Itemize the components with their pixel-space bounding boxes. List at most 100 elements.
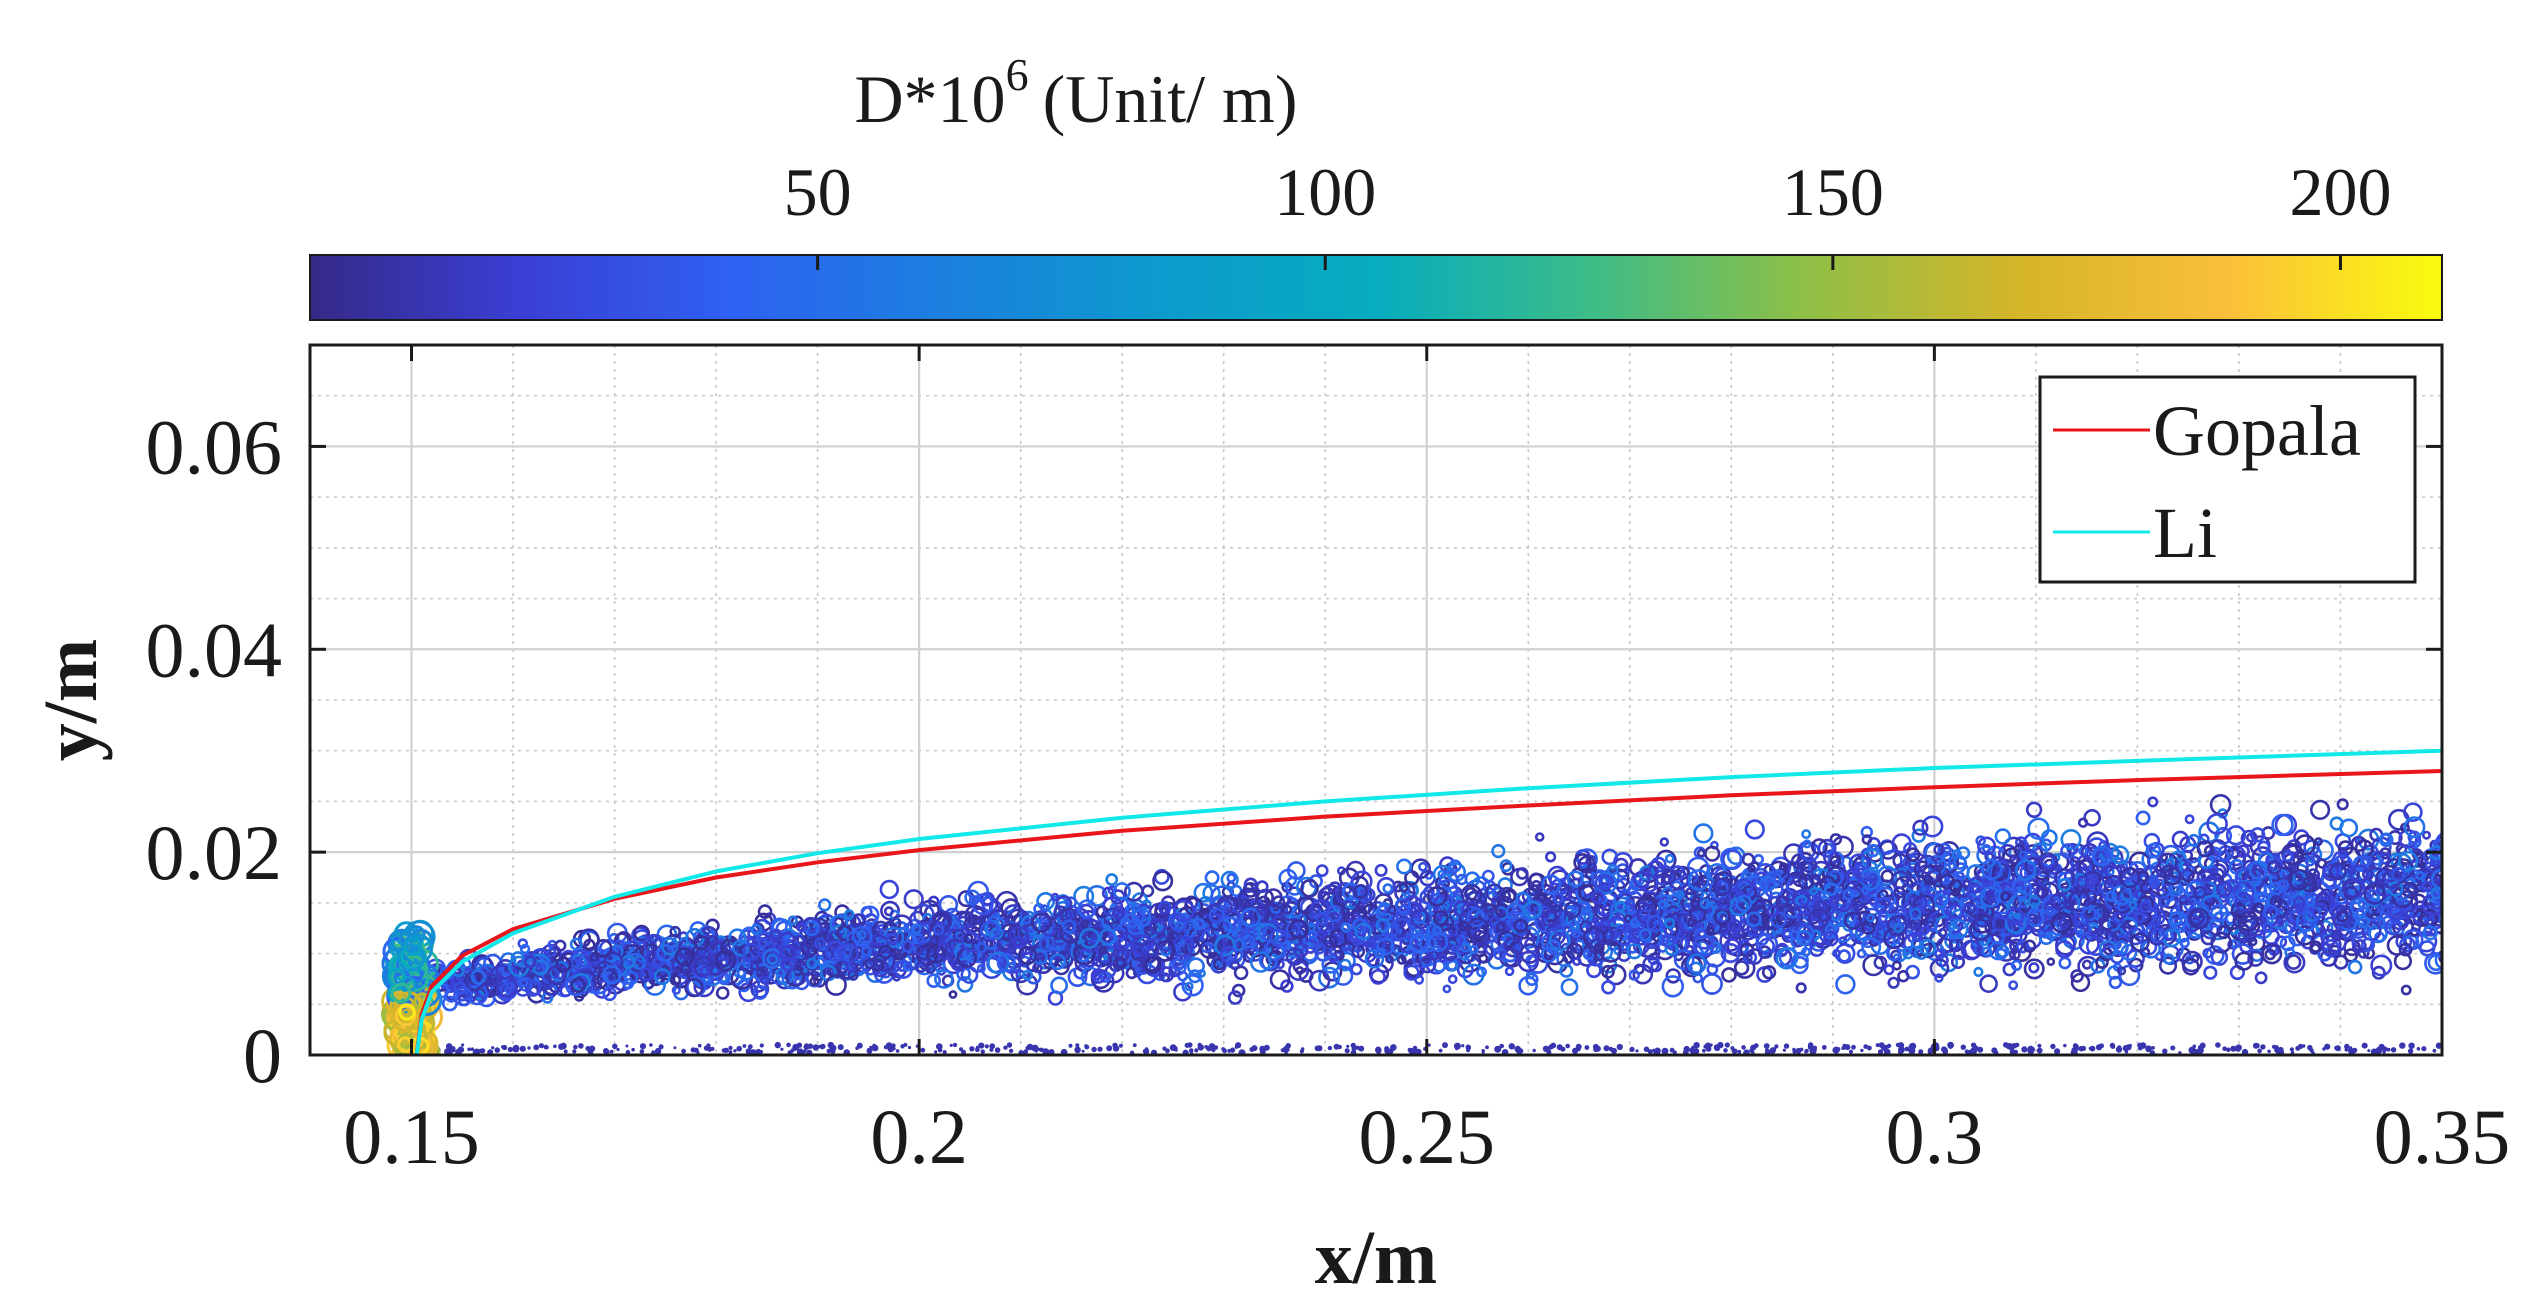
droplet-point: [859, 956, 874, 972]
droplet-point: [1144, 956, 1162, 974]
droplet-point: [602, 1048, 609, 1054]
droplet-point: [2120, 882, 2141, 904]
droplet-point: [883, 1045, 888, 1050]
droplet-point: [1727, 918, 1742, 934]
scatter-points: [381, 793, 2464, 1055]
droplet-point: [2441, 902, 2442, 909]
droplet-point: [2452, 1045, 2457, 1050]
droplet-point: [1661, 934, 1676, 949]
droplet-point: [1259, 1045, 1266, 1052]
droplet-point: [2098, 939, 2117, 959]
droplet-point: [1861, 848, 1883, 870]
droplet-point: [1950, 954, 1966, 970]
droplet-point: [1398, 904, 1411, 917]
droplet-point: [809, 976, 820, 987]
droplet-point: [2137, 895, 2154, 911]
droplet-point: [1238, 887, 1259, 908]
droplet-point: [1184, 981, 1194, 992]
droplet-point: [2105, 890, 2118, 902]
droplet-point: [1904, 1046, 1910, 1052]
droplet-point: [1280, 901, 1301, 922]
droplet-point: [1499, 1043, 1504, 1049]
droplet-point: [1973, 966, 1984, 978]
droplet-point: [2010, 959, 2023, 972]
droplet-point: [757, 937, 768, 948]
droplet-point: [757, 904, 773, 919]
droplet-point: [1582, 926, 1606, 949]
droplet-point: [453, 981, 467, 995]
droplet-point: [2014, 836, 2028, 849]
droplet-point: [1060, 1048, 1068, 1055]
droplet-point: [952, 1042, 958, 1048]
droplet-point: [2264, 948, 2276, 961]
droplet-point: [1596, 888, 1619, 912]
droplet-point: [2023, 958, 2045, 980]
droplet-point: [818, 898, 832, 912]
droplet-point: [2454, 862, 2464, 872]
droplet-point: [2315, 892, 2332, 909]
droplet-point: [1394, 897, 1412, 914]
droplet-point: [2273, 904, 2287, 919]
droplet-point: [523, 955, 537, 969]
droplet-point: [779, 944, 797, 963]
droplet-point: [1687, 918, 1696, 928]
droplet-point: [1181, 974, 1204, 997]
droplet-point: [976, 963, 986, 973]
droplet-point: [1460, 884, 1483, 906]
droplet-point: [1055, 920, 1071, 936]
droplet-point: [807, 1043, 814, 1049]
droplet-point: [1801, 829, 1812, 840]
droplet-point: [1316, 1045, 1323, 1052]
droplet-point: [1315, 864, 1329, 877]
droplet-point: [1893, 922, 1904, 934]
droplet-point: [1706, 911, 1718, 924]
droplet-point: [673, 1046, 677, 1050]
droplet-point: [1775, 944, 1789, 958]
droplet-point: [1017, 945, 1037, 965]
droplet-point: [2422, 830, 2432, 840]
droplet-point: [1878, 1042, 1885, 1048]
droplet-point: [2234, 892, 2254, 912]
droplet-point: [1447, 974, 1458, 985]
droplet-point: [2100, 864, 2121, 886]
droplet-point: [2322, 1047, 2326, 1051]
droplet-point: [949, 1043, 953, 1047]
droplet-point: [589, 952, 599, 962]
droplet-point: [1293, 942, 1309, 958]
droplet-point: [1798, 889, 1818, 909]
droplet-point: [558, 1043, 565, 1050]
droplet-point: [1376, 1048, 1382, 1054]
droplet-point: [2331, 904, 2353, 927]
droplet-point: [1611, 1047, 1617, 1054]
droplet-point: [845, 962, 855, 972]
droplet-point: [1614, 900, 1627, 913]
droplet-point: [2244, 880, 2268, 903]
droplet-point: [1883, 964, 1895, 976]
droplet-point: [517, 938, 529, 949]
droplet-point: [1586, 962, 1602, 979]
droplet-point: [1661, 1047, 1669, 1055]
droplet-point: [1523, 900, 1542, 919]
droplet-point: [2110, 1044, 2116, 1049]
colorbar-tick-label: 100: [1274, 154, 1376, 230]
droplet-point: [1559, 963, 1574, 978]
droplet-point: [1642, 955, 1660, 973]
droplet-point: [1664, 917, 1676, 929]
droplet-point: [2171, 830, 2189, 848]
droplet-point: [2236, 844, 2250, 859]
droplet-point: [1758, 937, 1776, 955]
droplet-point: [2015, 859, 2037, 881]
droplet-point: [1919, 938, 1937, 956]
droplet-point: [2361, 1042, 2368, 1049]
droplet-point: [2370, 1048, 2378, 1055]
droplet-point: [1563, 900, 1582, 919]
droplet-point: [1692, 935, 1715, 958]
droplet-point: [1235, 1042, 1242, 1049]
droplet-point: [721, 1048, 727, 1053]
droplet-point: [527, 1046, 531, 1050]
droplet-point: [674, 947, 695, 967]
droplet-point: [926, 973, 942, 989]
droplet-point: [1023, 1049, 1029, 1055]
droplet-point: [1877, 1049, 1884, 1055]
droplet-point: [1530, 879, 1542, 891]
